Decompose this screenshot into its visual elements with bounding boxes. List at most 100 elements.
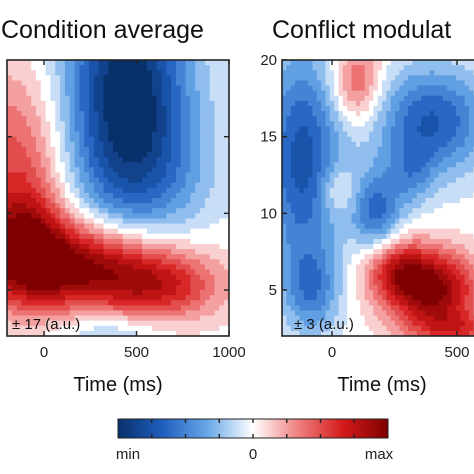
heatmap-cell [416,95,422,102]
heatmap-cell [137,233,143,240]
heatmap-cell [421,70,427,76]
heatmap-cell [219,305,225,312]
heatmap-cell [447,244,453,250]
heatmap-cell [214,290,220,296]
heatmap-cell [386,152,392,158]
heatmap-cell [460,111,466,117]
heatmap-cell [40,295,47,301]
heatmap-cell [303,315,309,322]
heatmap-cell [161,223,167,230]
heatmap-cell [118,284,124,291]
heatmap-cell [377,305,383,312]
heatmap-cell [204,182,211,189]
heatmap-cell [282,182,287,189]
heatmap-cell [200,111,206,117]
heatmap-cell [219,167,225,174]
heatmap-cell [171,290,177,296]
heatmap-cell [60,121,66,128]
heatmap-cell [390,244,396,250]
heatmap-cell [386,121,392,128]
heatmap-cell [364,233,370,240]
heatmap-cell [142,320,148,327]
heatmap-cell [355,70,361,76]
heatmap-cell [342,198,348,204]
heatmap-cell [103,218,109,225]
heatmap-cell [103,70,109,76]
heatmap-cell [26,187,32,194]
heatmap-cell [321,182,327,189]
heatmap-cell [325,198,331,204]
heatmap-cell [214,172,220,179]
heatmap-cell [40,157,47,163]
heatmap-cell [308,172,314,179]
heatmap-cell [204,203,211,209]
heatmap-cell [312,60,318,66]
heatmap-cell [132,259,138,266]
heatmap-cell [219,223,225,230]
heatmap-cell [175,279,182,286]
heatmap-cell [347,223,353,230]
heatmap-cell [146,75,153,82]
heatmap-cell [282,295,287,301]
heatmap-cell [342,269,348,276]
heatmap-cell [303,274,309,281]
heatmap-cell [45,90,52,97]
heatmap-cell [421,300,427,306]
heatmap-cell [303,254,309,260]
heatmap-cell [171,218,177,225]
heatmap-cell [204,75,211,82]
heatmap-cell [468,320,474,327]
heatmap-cell [342,65,348,71]
heatmap-cell [308,70,314,76]
heatmap-cell [442,330,448,336]
heatmap-cell [451,182,457,189]
heatmap-cell [338,238,344,245]
heatmap-cell [308,136,314,143]
heatmap-cell [214,75,220,82]
heatmap-cell [79,223,85,230]
heatmap-cell [395,182,400,189]
heatmap-cell [171,80,177,87]
heatmap-cell [40,167,47,174]
heatmap-cell [286,157,292,163]
heatmap-cell [11,70,18,76]
heatmap-cell [364,152,370,158]
heatmap-cell [295,75,300,82]
heatmap-cell [451,218,457,225]
heatmap-cell [45,198,52,204]
heatmap-cell [295,249,300,255]
heatmap-cell [21,325,27,332]
heatmap-cell [84,249,90,255]
heatmap-cell [416,264,422,271]
heatmap-cell [79,131,85,138]
heatmap-cell [7,244,13,250]
heatmap-cell [60,284,66,291]
heatmap-cell [464,182,470,189]
heatmap-cell [84,80,90,87]
heatmap-cell [190,279,196,286]
heatmap-cell [334,284,340,291]
heatmap-cell [127,223,134,230]
heatmap-cell [355,131,361,138]
heatmap-cell [60,295,66,301]
heatmap-cell [142,141,148,148]
heatmap-cell [438,295,444,301]
heatmap-cell [79,95,85,102]
heatmap-cell [312,100,318,107]
heatmap-cell [74,75,80,82]
heatmap-cell [11,131,18,138]
heatmap-cell [373,244,379,250]
heatmap-cell [360,254,366,260]
heatmap-cell [146,198,153,204]
heatmap-cell [93,80,100,87]
heatmap-cell [180,90,187,97]
heatmap-cell [416,136,422,143]
heatmap-cell [321,167,327,174]
heatmap-cell [79,192,85,199]
heatmap-cell [403,213,409,220]
heatmap-cell [390,203,396,209]
heatmap-cell [299,198,305,204]
heatmap-cell [156,85,163,92]
heatmap-cell [438,141,444,148]
heatmap-cell [7,300,13,306]
